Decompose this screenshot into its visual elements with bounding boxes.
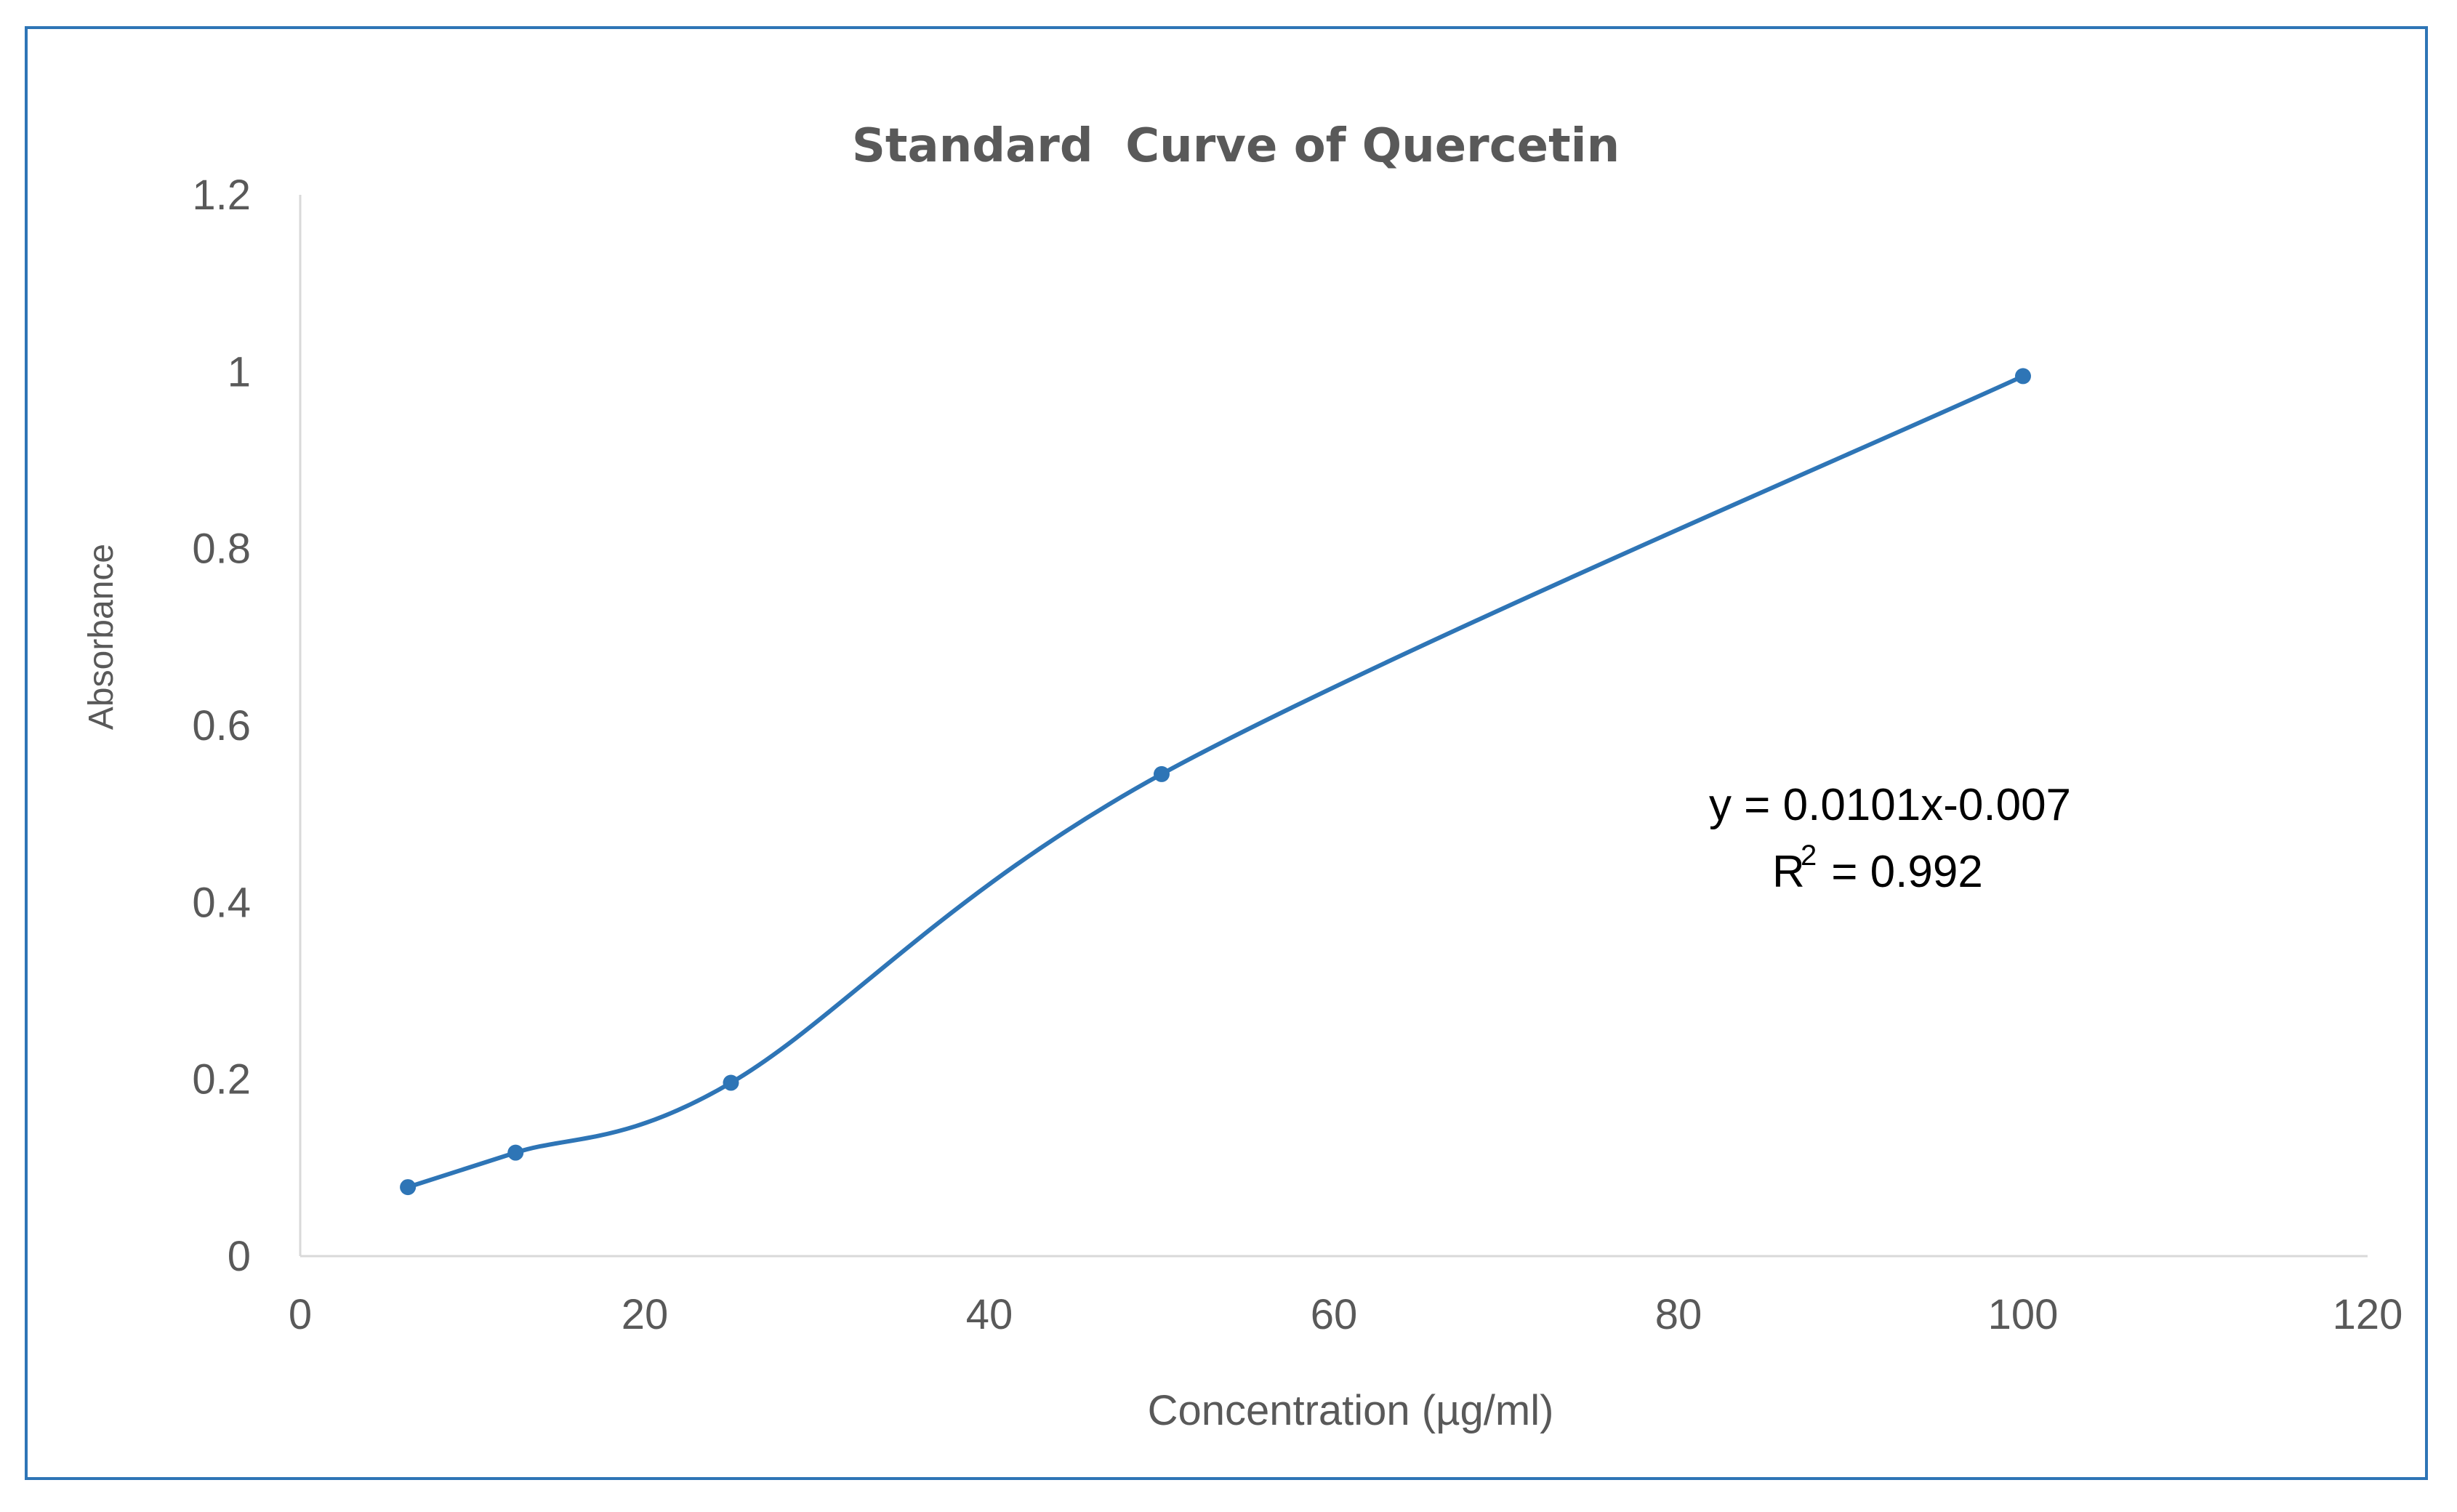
y-axis-label: Absorbance — [82, 544, 121, 730]
chart-title: Standard Curve of Quercetin — [852, 119, 1620, 173]
r-squared-prefix: R — [1772, 847, 1805, 897]
x-tick-label: 80 — [1655, 1291, 1702, 1338]
data-point — [723, 1074, 739, 1091]
x-tick-label: 20 — [622, 1291, 669, 1338]
y-tick-label: 0.4 — [192, 879, 251, 926]
r-squared-label: R 2 = 0.992 — [1772, 840, 1983, 897]
x-tick-label: 0 — [289, 1291, 312, 1338]
x-tick-label: 40 — [966, 1291, 1013, 1338]
chart-frame — [25, 26, 2428, 1480]
x-tick-label: 100 — [1988, 1291, 2059, 1338]
y-axis-ticks: 0 0.2 0.4 0.6 0.8 1 1.2 — [192, 172, 251, 1280]
y-tick-label: 0.6 — [192, 702, 251, 749]
y-tick-label: 1 — [228, 348, 251, 395]
x-axis-ticks: 0 20 40 60 80 100 120 — [289, 1291, 2403, 1338]
y-tick-label: 0.2 — [192, 1056, 251, 1103]
data-point — [2015, 368, 2031, 385]
y-tick-label: 1.2 — [192, 172, 251, 219]
x-tick-label: 60 — [1311, 1291, 1358, 1338]
x-axis-label: Concentration (µg/ml) — [1148, 1387, 1554, 1434]
r-squared-superscript: 2 — [1801, 840, 1817, 872]
trendline-equation: y = 0.0101x-0.007 — [1709, 780, 2071, 830]
r-squared-value: = 0.992 — [1819, 847, 1983, 897]
data-point — [400, 1179, 417, 1196]
x-tick-label: 120 — [2333, 1291, 2403, 1338]
y-tick-label: 0 — [228, 1233, 251, 1280]
y-tick-label: 0.8 — [192, 526, 251, 573]
data-point — [507, 1144, 524, 1161]
data-point — [1154, 765, 1170, 782]
series-line — [406, 374, 2025, 1190]
series-points — [400, 368, 2031, 1196]
